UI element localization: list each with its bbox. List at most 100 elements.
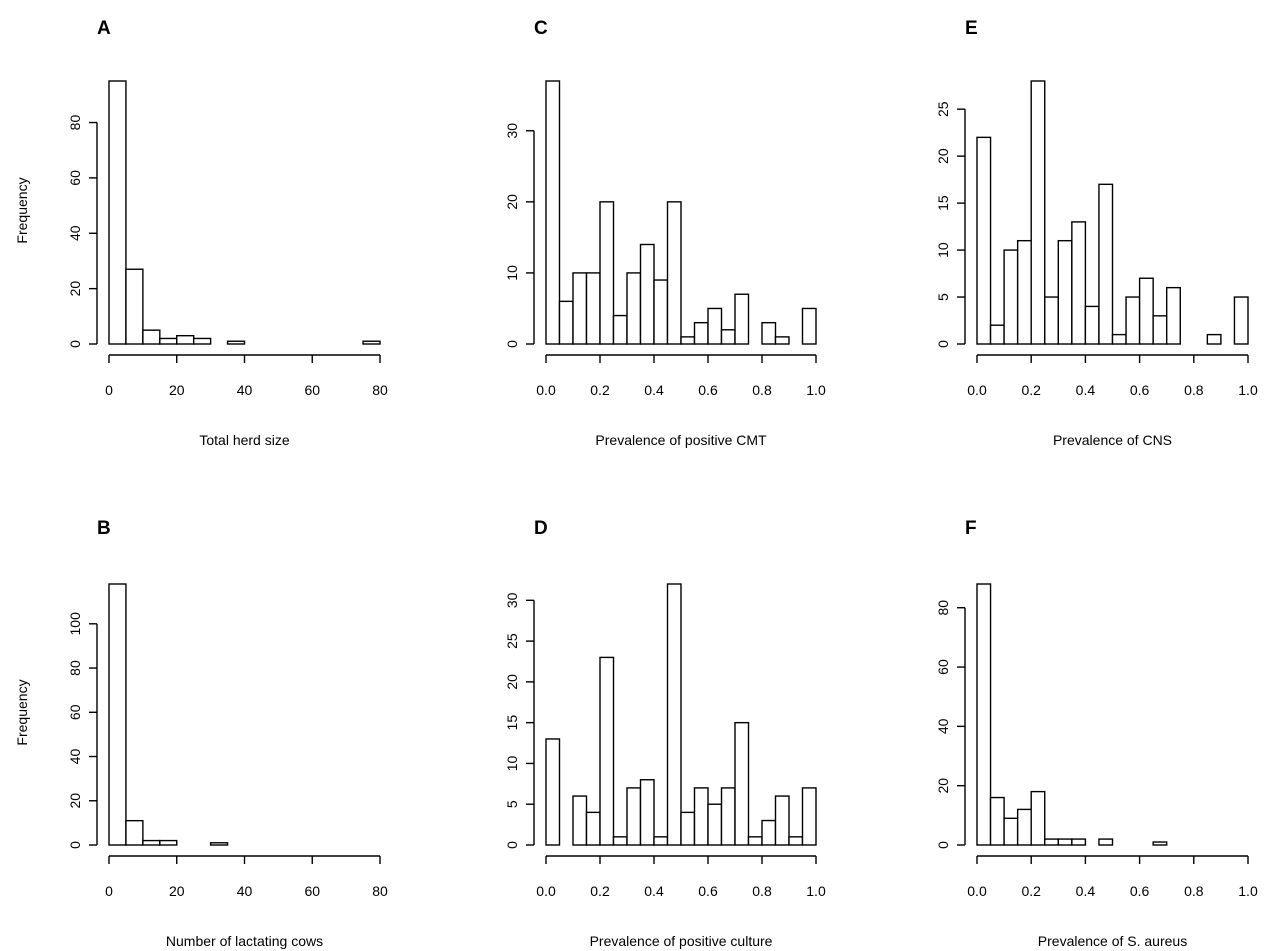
histogram-bar [1044,296,1060,345]
histogram-bar [1030,80,1046,345]
histogram-bar [639,779,655,846]
x-tick-label: 1.0 [806,883,826,899]
x-axis-title: Prevalence of CNS [1053,432,1172,448]
x-tick-label: 0 [105,883,113,899]
panel-letter: F [965,518,977,539]
x-tick-label: 1.0 [1238,883,1258,899]
y-tick-label: 25 [504,633,520,649]
x-tick-label: 0.2 [1021,883,1041,899]
histogram-bar [720,329,736,345]
x-tick-label: 0.2 [590,883,610,899]
histogram-bar [639,243,655,345]
panel-letter: B [97,518,111,539]
histogram-bar [1152,841,1168,846]
x-tick-label: 0.4 [644,883,664,899]
y-tick-label: 0 [67,841,83,849]
x-tick-label: 0.0 [536,883,556,899]
x-tick-label: 0.0 [967,382,987,398]
histogram-bar [707,803,723,846]
histogram-bar [585,272,601,345]
x-tick-label: 0.4 [1076,883,1096,899]
histogram-bar [362,340,381,345]
histogram-bar [801,307,817,345]
y-tick-label: 0 [67,340,83,348]
panel-letter: D [534,518,548,539]
x-axis-title: Total herd size [199,432,289,448]
histogram-bar [626,272,642,345]
histogram-bar [1125,296,1141,345]
y-tick-label: 30 [504,592,520,608]
histogram-bar [1084,305,1100,345]
x-tick-label: 80 [372,382,388,398]
x-tick-label: 0.0 [967,883,987,899]
y-tick-label: 20 [504,194,520,210]
y-tick-label: 20 [67,281,83,297]
histogram-bar [142,839,161,846]
histogram-bar [1111,333,1127,345]
y-tick-label: 10 [935,242,951,258]
histogram-bar [626,787,642,846]
y-tick-label: 20 [935,148,951,164]
histogram-bar [209,842,229,846]
histogram-bar [774,336,790,345]
y-tick-label: 60 [67,170,83,186]
x-tick-label: 0.8 [1184,883,1204,899]
x-tick-label: 0.8 [752,883,772,899]
histogram-bar [612,314,628,345]
histogram-bar [693,787,709,846]
histogram-bar [125,268,144,345]
histogram-bar [989,324,1005,345]
histogram-bar [1138,277,1154,345]
histogram-bar [1057,838,1073,846]
y-tick-label: 80 [67,660,83,676]
y-tick-label: 0 [935,841,951,849]
y-tick-label: 80 [67,115,83,131]
histogram-bar [1098,183,1114,345]
panel-f: F 0.0 0.2 0.4 0.6 0.8 1.0 0 20 40 60 80 Prevalence o… [935,518,1258,949]
histogram-bar [558,300,574,345]
histogram-bar [1057,239,1073,345]
y-tick-label: 100 [67,612,83,636]
histogram-bar [989,796,1005,846]
panel-c: C 0.0 0.2 0.4 0.6 0.8 1.0 0 10 20 30 Prevalence of … [504,18,826,448]
histogram-bar [1003,249,1019,345]
x-tick-label: 20 [169,382,185,398]
x-tick-label: 80 [372,883,388,899]
y-tick-label: 5 [504,800,520,808]
histogram-bar [599,201,615,345]
histogram-bar [176,334,195,345]
y-tick-label: 10 [504,265,520,281]
histogram-bar [1071,838,1087,846]
x-tick-label: 0.6 [1130,883,1150,899]
histogram-bar [976,583,992,846]
histogram-bar [1003,817,1019,846]
x-tick-label: 20 [169,883,185,899]
x-tick-label: 40 [237,382,253,398]
histogram-bar [653,279,669,345]
histogram-bar [976,136,992,345]
histogram-bar [1044,838,1060,846]
x-axis-title: Prevalence of positive culture [590,933,773,949]
y-tick-label: 5 [935,293,951,301]
histogram-bar [666,201,682,345]
y-tick-label: 60 [67,704,83,720]
histogram-bar [734,721,750,846]
histogram-bar [142,329,161,345]
histogram-bar [572,272,588,345]
y-tick-label: 15 [935,195,951,211]
x-tick-label: 0.8 [1184,382,1204,398]
x-tick-label: 0.4 [644,382,664,398]
histogram-bar [720,787,736,846]
histogram-bar [226,340,246,345]
panel-a: A 0 20 40 60 80 0 20 40 60 80 Total herd size Freque… [14,18,388,448]
y-axis-title: Frequency [14,177,30,243]
y-tick-label: 20 [935,778,951,794]
histogram-bar [545,80,561,345]
histogram-bar [666,583,682,846]
histogram-bar [788,836,804,846]
histogram-bar [159,337,178,345]
histogram-bar [680,336,696,345]
histogram-bar [761,321,777,345]
x-tick-label: 1.0 [1238,382,1258,398]
